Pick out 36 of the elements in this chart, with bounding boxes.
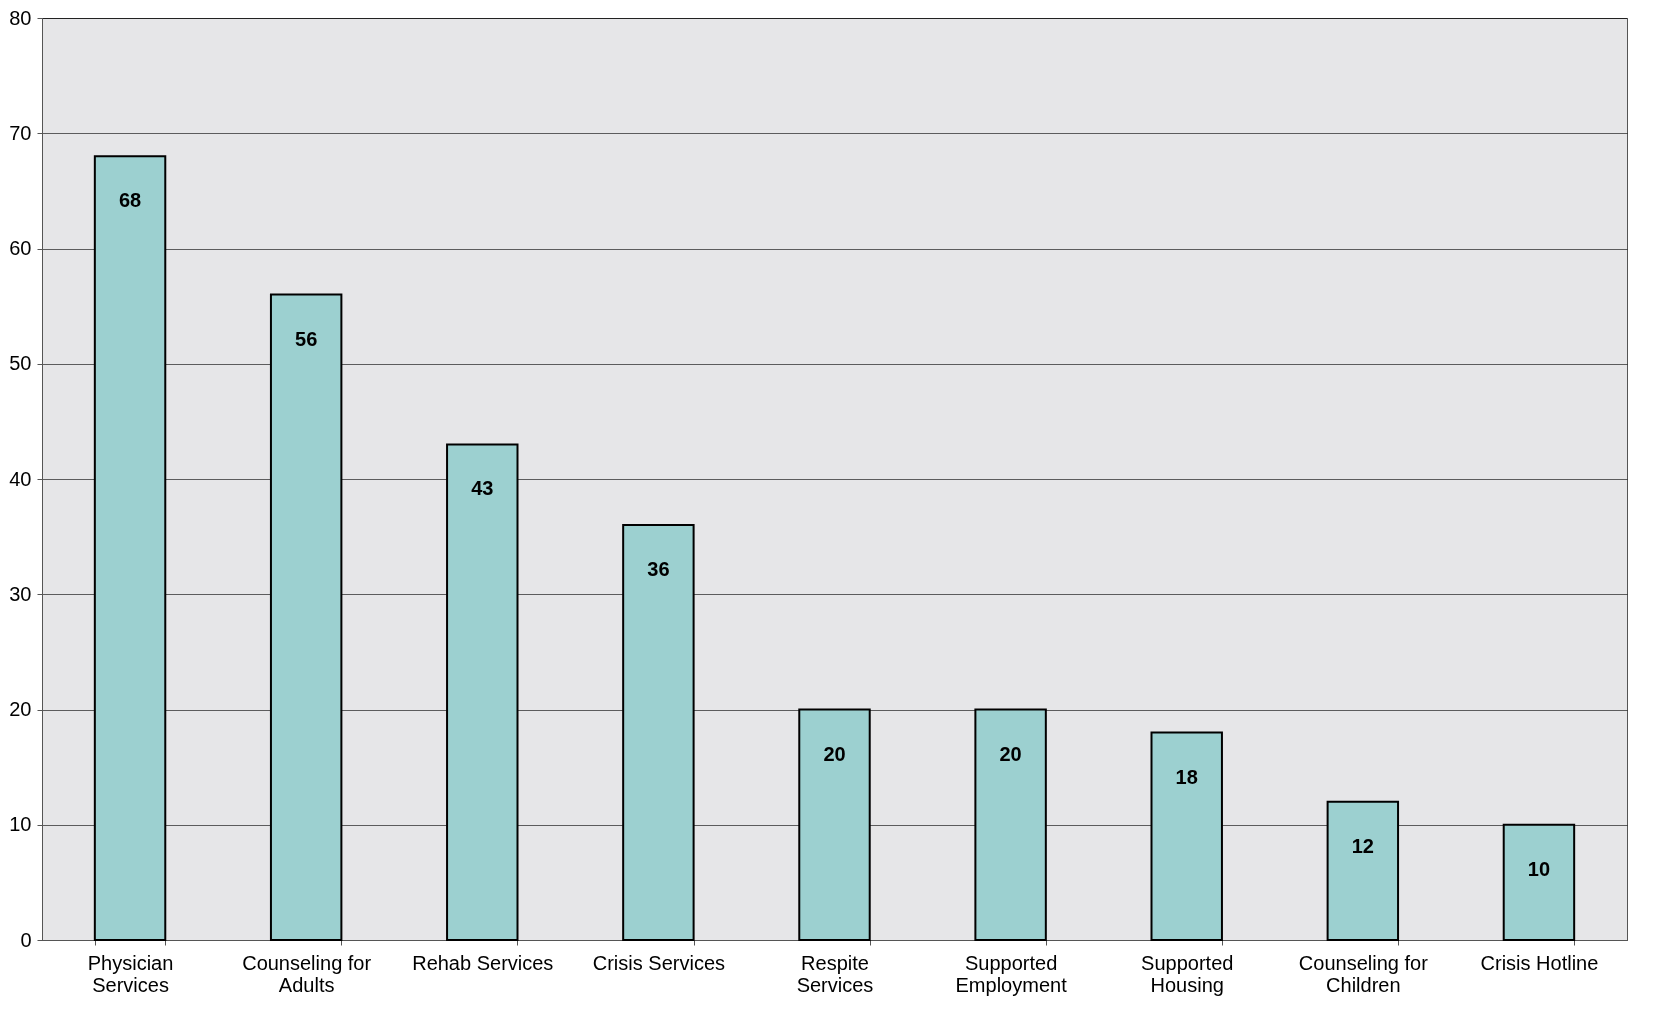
bar (269, 293, 343, 941)
data-label: 36 (647, 558, 670, 581)
x-tick-label: Rehab Services (412, 951, 554, 974)
y-tick-label: 60 (9, 237, 32, 259)
bar (798, 708, 871, 941)
data-label: 20 (999, 742, 1022, 765)
bar (974, 708, 1047, 941)
data-label: 10 (1527, 857, 1551, 880)
y-tick-label: 80 (9, 6, 32, 29)
x-tick-label: Counseling for Children (1298, 951, 1429, 996)
data-label: 68 (118, 189, 142, 212)
bar (622, 524, 695, 941)
y-tick-label: 0 (20, 928, 32, 951)
data-label: 56 (295, 327, 318, 350)
y-tick-label: 30 (9, 582, 32, 605)
x-tick-label: Counseling for Adults (242, 951, 372, 996)
y-tick-label: 50 (9, 352, 32, 375)
x-tick-label: Physician Services (87, 951, 174, 996)
bar (446, 443, 519, 941)
x-tick-label: Crisis Hotline (1480, 951, 1599, 974)
bar (93, 155, 167, 941)
x-tick-label: Supported Housing (1141, 951, 1234, 996)
bar (1150, 731, 1223, 941)
y-tick-label: 20 (9, 698, 32, 720)
y-tick-label: 40 (9, 467, 32, 490)
data-label: 18 (1175, 765, 1198, 788)
data-label: 43 (471, 477, 494, 500)
bar (1326, 800, 1400, 941)
x-tick-label: Crisis Services (592, 951, 726, 974)
data-label: 12 (1351, 834, 1374, 857)
x-tick-label: Respite Services (796, 951, 874, 996)
y-tick-label: 10 (9, 813, 32, 836)
x-tick-label: Supported Employment (955, 951, 1068, 996)
bar (1502, 823, 1576, 941)
data-label: 20 (823, 742, 846, 765)
y-tick-label: 70 (9, 121, 32, 144)
